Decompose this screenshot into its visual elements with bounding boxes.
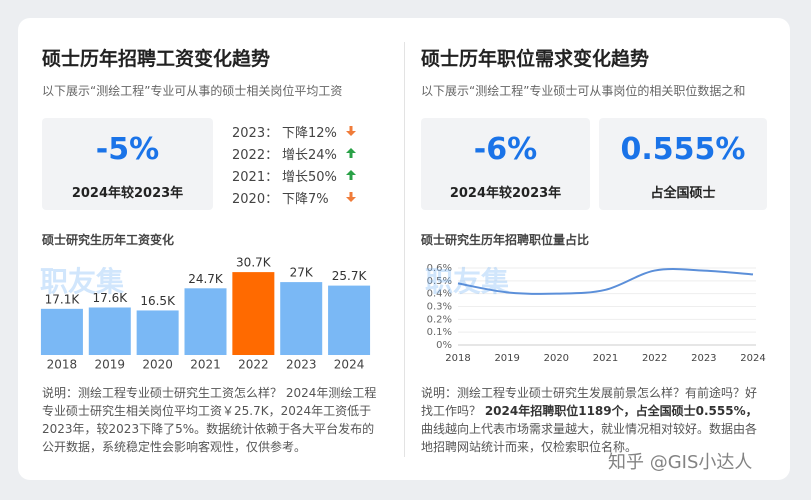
value-label: 27K [290,266,314,280]
arrow [346,197,356,202]
note: 说明：测绘工程专业硕士研究生工资怎么样？ 2024年测绘工程专业硕士研究生相关岗… [42,386,377,454]
arrow-stem [349,192,353,197]
change-text: 增长24% [282,148,337,163]
x-tick-label: 2023 [286,358,317,372]
x-tick-label: 2019 [95,358,126,372]
stat-label: 占全国硕士 [650,186,716,201]
bar [328,285,371,355]
stat-value: -6% [473,132,538,167]
stat-value: 0.555% [620,132,746,167]
chart-title: 硕士研究生历年工资变化 [42,233,175,247]
bar [136,310,179,355]
subtitle: 以下展示“测绘工程”专业硕士可从事岗位的相关职位数据之和 [421,84,746,98]
change-text: 下降7% [282,192,329,207]
x-tick-label: 2019 [494,353,519,364]
change-text: 2023： [232,126,279,141]
change-text: 下降12% [282,126,337,141]
arrow [346,148,356,153]
x-tick-label: 2022 [238,358,269,372]
credit: 知乎 @GIS小达人 [608,452,753,473]
value-label: 16.5K [140,294,176,308]
watermark: 职友集 [40,265,124,298]
y-tick-label: 0.4% [427,289,452,300]
change-text: 增长50% [282,170,337,185]
value-label: 30.7K [236,256,272,270]
title: 硕士历年职位需求变化趋势 [421,48,650,70]
x-tick-label: 2023 [691,353,716,364]
arrow-stem [349,153,353,158]
x-tick-label: 2022 [642,353,667,364]
stat-box: 0.555% 占全国硕士 [599,118,767,210]
value-label: 24.7K [188,272,224,286]
y-tick-label: 0.3% [427,302,452,313]
bar [280,282,323,355]
value-label: 17.1K [45,292,81,306]
x-tick-label: 2018 [47,358,78,372]
note: 说明：测绘工程专业硕士研究生发展前景怎么样？有前途吗？好找工作吗？ 2024年招… [421,384,767,456]
y-tick-label: 0.2% [427,314,452,325]
note-bold: 2024年招聘职位1189个，占全国硕士0.555%， [484,404,758,418]
stat-value: -5% [95,132,160,167]
arrow-stem [349,175,353,180]
x-tick-label: 2020 [544,353,569,364]
value-label: 25.7K [332,269,368,283]
divider [404,42,405,457]
bar [40,308,83,355]
bar [232,272,275,355]
chart-title: 硕士研究生历年招聘职位量占比 [421,233,590,247]
change-text: 2020： [232,192,279,207]
change-text: 2022： [232,148,279,163]
stat-box: -6% 2024年较2023年 [421,118,590,210]
bar [184,288,227,355]
stat-label: 2024年较2023年 [449,186,562,201]
arrow [346,131,356,136]
y-tick-label: 0.5% [427,276,452,287]
x-tick-label: 2024 [334,358,365,372]
note-text: 曲线越向上代表市场需求量越大，就业情况相对较好。数据由各地招聘网站统计而来，仅检… [421,422,758,454]
subtitle: 以下展示“测绘工程”专业可从事的硕士相关岗位平均工资 [42,84,343,98]
bar [88,307,131,355]
note-text: 说明：测绘工程专业硕士研究生发展前景怎么样？有前途吗？好找工作吗？ [421,386,758,418]
y-tick-label: 0.1% [427,327,452,338]
y-tick-label: 0.6% [427,263,452,274]
line [457,267,754,295]
change-text: 2021： [232,170,279,185]
x-tick-label: 2021 [593,353,618,364]
y-tick-label: 0% [436,340,452,351]
arrow-stem [349,126,353,131]
x-tick-label: 2021 [190,358,221,372]
watermark: 职友集 [425,265,509,298]
x-tick-label: 2024 [740,353,765,364]
value-label: 17.6K [92,291,128,305]
x-tick-label: 2020 [142,358,173,372]
arrow [346,170,356,175]
stat-box: -5% 2024年较2023年 [42,118,213,210]
stat-label: 2024年较2023年 [71,186,184,201]
x-tick-label: 2018 [445,353,470,364]
title: 硕士历年招聘工资变化趋势 [42,48,271,70]
